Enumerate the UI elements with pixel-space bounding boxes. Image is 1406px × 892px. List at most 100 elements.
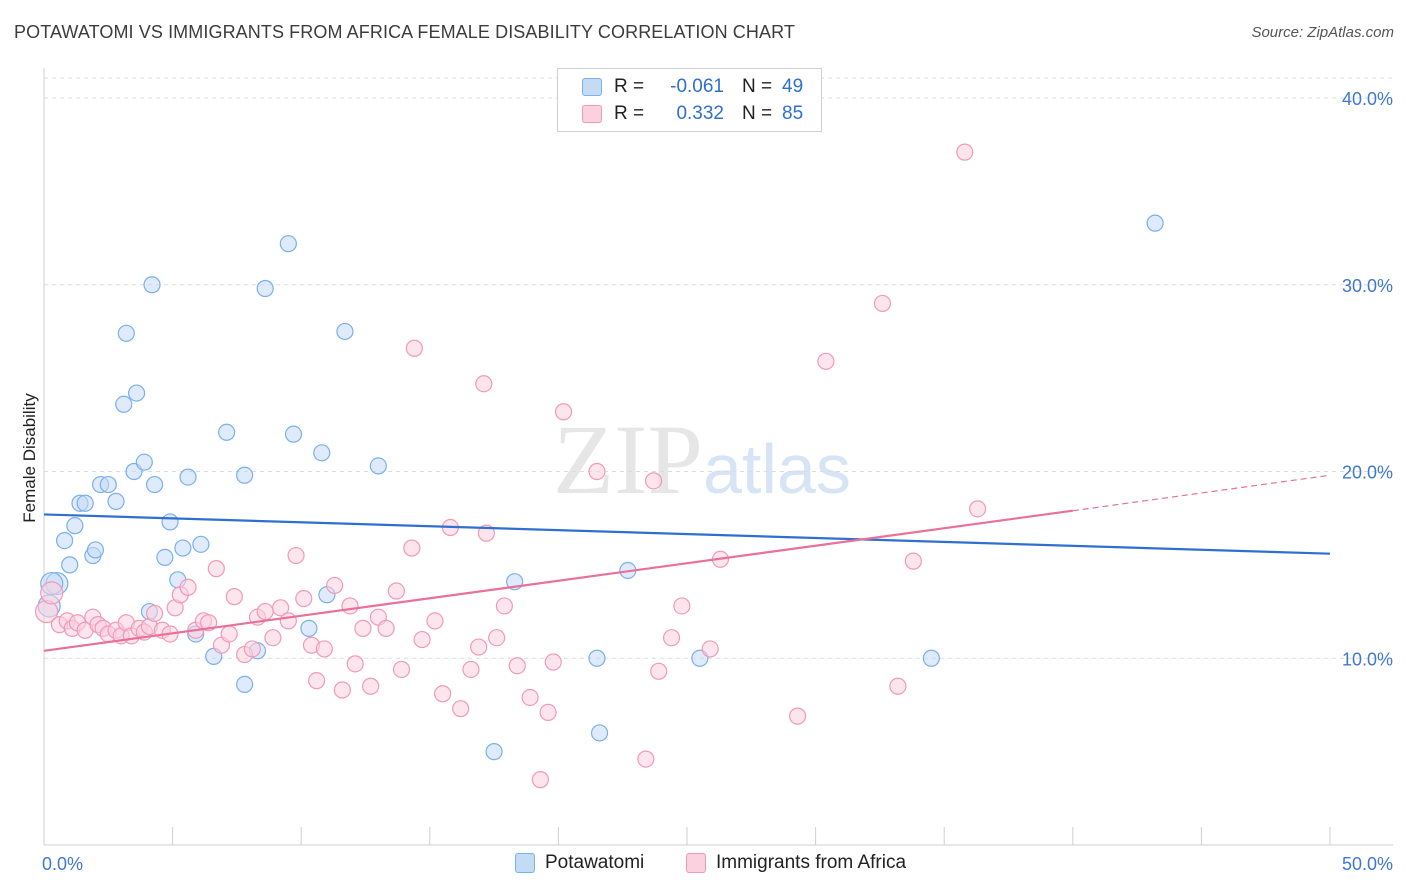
data-point <box>313 444 331 462</box>
data-point <box>279 235 297 253</box>
x-tick-label: 50.0% <box>1342 854 1393 874</box>
data-point <box>225 588 243 606</box>
grid <box>44 77 1393 659</box>
data-point <box>308 672 326 690</box>
stats-n-label: N = <box>742 103 773 124</box>
legend-swatch-immigrants-from-africa <box>686 853 706 873</box>
data-point <box>341 597 359 615</box>
stats-swatch-potawatomi <box>582 78 602 96</box>
y-axis-label: Female Disability <box>20 393 39 523</box>
data-point <box>346 655 364 673</box>
data-point <box>1146 214 1164 232</box>
data-point <box>66 517 84 535</box>
x-tick-label: 0.0% <box>42 854 83 874</box>
data-point <box>127 384 146 402</box>
data-point <box>403 539 421 557</box>
stats-r-value: -0.061 <box>670 76 724 97</box>
data-point <box>236 466 254 484</box>
stats-r-label: R = <box>614 103 645 124</box>
data-point <box>673 597 691 615</box>
data-point <box>554 403 573 421</box>
data-points <box>34 143 1164 789</box>
data-point <box>145 475 164 494</box>
data-point <box>192 535 210 553</box>
data-point <box>243 640 261 658</box>
data-point <box>488 629 506 647</box>
data-point <box>326 576 344 595</box>
data-point <box>55 531 74 550</box>
data-point <box>179 468 197 486</box>
legend-item-immigrants-from-africa[interactable]: Immigrants from Africa <box>686 852 906 874</box>
data-point <box>115 395 133 413</box>
data-point <box>889 677 907 695</box>
data-point <box>662 629 681 647</box>
stats-row-potawatomi: R = -0.061 N = 49 <box>582 74 803 100</box>
data-point <box>462 660 480 679</box>
data-point <box>99 475 117 494</box>
data-point <box>531 771 549 789</box>
chart-title: POTAWATOMI VS IMMIGRANTS FROM AFRICA FEM… <box>14 22 795 42</box>
trend-line <box>43 513 1331 555</box>
data-point <box>495 597 513 615</box>
data-point <box>333 681 351 699</box>
y-tick-label: 40.0% <box>1342 89 1393 109</box>
data-point <box>264 629 282 647</box>
data-point <box>287 546 305 565</box>
data-point <box>40 581 64 605</box>
data-point <box>315 640 333 658</box>
data-point <box>387 582 405 600</box>
data-point <box>637 750 655 768</box>
data-point <box>284 425 303 443</box>
correlation-stats-box: R = -0.061 N = 49 R = 0.332 N = 85 <box>557 68 822 132</box>
legend: Potawatomi Immigrants from Africa <box>0 852 1406 876</box>
stats-r-value: 0.332 <box>676 103 724 124</box>
data-point <box>156 548 174 567</box>
data-point <box>452 700 470 718</box>
stats-r-label: R = <box>614 76 645 97</box>
data-point <box>521 688 539 707</box>
data-point <box>61 556 79 574</box>
data-point <box>135 453 153 471</box>
data-point <box>588 462 606 481</box>
data-point <box>161 513 179 531</box>
data-point <box>426 612 444 630</box>
data-point <box>117 324 135 342</box>
data-point <box>295 589 313 608</box>
data-point <box>392 660 411 679</box>
data-point <box>644 472 663 490</box>
y-tick-label: 10.0% <box>1342 649 1393 669</box>
legend-item-potawatomi[interactable]: Potawatomi <box>515 852 644 874</box>
data-point <box>701 640 719 658</box>
data-point <box>475 375 493 393</box>
data-point <box>218 423 236 441</box>
trend-line <box>43 509 1073 652</box>
source-label: Source: ZipAtlas.com <box>1251 24 1394 41</box>
data-point <box>405 339 423 357</box>
legend-swatch-potawatomi <box>515 853 535 873</box>
data-point <box>174 539 192 557</box>
data-point <box>236 675 254 693</box>
stats-swatch-immigrants-from-africa <box>582 105 602 123</box>
data-point <box>86 541 105 559</box>
data-point <box>354 619 372 637</box>
axes <box>43 68 1393 846</box>
data-point <box>207 560 225 578</box>
data-point <box>969 500 987 518</box>
legend-label-potawatomi: Potawatomi <box>545 852 645 873</box>
data-point <box>300 619 318 637</box>
data-point <box>336 322 354 341</box>
trend-lines <box>43 474 1331 652</box>
data-point <box>143 276 161 294</box>
stats-n-label: N = <box>742 76 773 97</box>
watermark-zip: ZIP <box>553 404 703 515</box>
data-point <box>588 649 606 667</box>
data-point <box>650 662 668 680</box>
data-point <box>279 612 297 630</box>
stats-row-immigrants-from-africa: R = 0.332 N = 85 <box>582 101 803 127</box>
watermark: ZIPatlas <box>553 402 851 517</box>
y-tick-label: 30.0% <box>1342 276 1393 296</box>
data-point <box>369 457 387 475</box>
data-point <box>413 630 431 649</box>
data-point <box>256 279 274 298</box>
data-point <box>107 492 125 510</box>
